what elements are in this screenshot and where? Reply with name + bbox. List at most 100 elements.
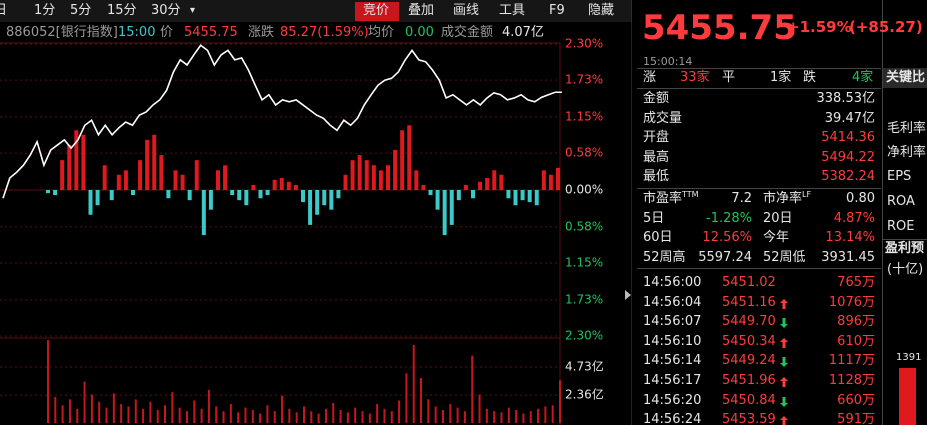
- rule: [637, 88, 881, 89]
- ratio-value: 3931.45: [821, 249, 875, 265]
- diff-bar: [541, 170, 546, 190]
- y-tick-label: 1.73%: [565, 292, 603, 306]
- ratio-label: 20日: [763, 210, 793, 226]
- side-header[interactable]: 关键比: [886, 70, 926, 85]
- diff-bar: [471, 190, 475, 199]
- tool-tab[interactable]: 画线: [453, 3, 480, 18]
- ratio-value: 0.80: [846, 191, 875, 206]
- volume-bar: [324, 408, 327, 423]
- diff-bar: [548, 174, 553, 190]
- stat-label: 金额: [643, 91, 670, 106]
- volume-bar: [485, 408, 488, 423]
- diff-bar: [123, 170, 128, 190]
- period-tab[interactable]: 15分: [107, 3, 137, 18]
- trade-volume: 591万: [837, 412, 875, 425]
- arrow-shape: [780, 416, 788, 425]
- diff-bar: [60, 160, 65, 190]
- diff-bar: [53, 190, 58, 196]
- diff-bar: [116, 174, 121, 190]
- volume-bar: [456, 407, 459, 423]
- trade-arrow: [780, 396, 788, 407]
- diff-bar: [293, 184, 298, 190]
- breadth-value: 1家: [770, 70, 792, 85]
- y-tick-label: 0.58%: [565, 146, 603, 160]
- side-item: EPS: [887, 169, 912, 184]
- y-tick-label: 0.00%: [565, 183, 603, 197]
- trade-volume: 610万: [837, 333, 875, 349]
- tool-tab[interactable]: 隐藏: [588, 3, 615, 18]
- diff-bar: [371, 165, 376, 190]
- diff-bar: [301, 190, 305, 203]
- volume-bar: [412, 344, 415, 423]
- label: 成交金额: [441, 25, 494, 40]
- breadth-label: 跌: [803, 70, 817, 85]
- active-tab-bg: [355, 2, 399, 21]
- trade-time: 14:56:07: [643, 314, 702, 330]
- trade-volume: 1117万: [828, 353, 875, 369]
- trade-arrow: [780, 337, 788, 348]
- volume-bar: [420, 378, 423, 423]
- diff-bar: [386, 165, 390, 190]
- diff-bar: [428, 190, 433, 196]
- volume-bar: [164, 405, 167, 423]
- volume-bar: [281, 395, 284, 423]
- diff-bar: [350, 160, 355, 190]
- period-tab[interactable]: 1分: [34, 3, 56, 18]
- side-bar: [899, 368, 916, 425]
- trade-price: 5451.02: [722, 275, 776, 290]
- diff-bar: [187, 190, 192, 201]
- diff-bar: [88, 190, 93, 215]
- volume-bar: [193, 400, 196, 423]
- volume-bar: [376, 404, 379, 423]
- dropdown[interactable]: ▾: [190, 5, 196, 16]
- volume-bar: [259, 413, 262, 423]
- volume-bar: [105, 407, 108, 423]
- side-unit: (十亿): [887, 262, 924, 277]
- y-tick-label: 1.15%: [565, 256, 603, 270]
- diff-bar: [421, 184, 426, 190]
- trade-volume: 1128万: [828, 373, 875, 388]
- diff-bar: [95, 190, 100, 206]
- volume-bar: [207, 389, 210, 423]
- arrow-shape: [780, 318, 788, 329]
- diff-bar: [378, 170, 383, 190]
- volume-bar: [237, 412, 240, 423]
- diff-bar: [251, 184, 256, 190]
- period-tab[interactable]: 5分: [70, 3, 92, 18]
- collapse-arrow[interactable]: [625, 290, 631, 300]
- volume-bar: [90, 394, 93, 423]
- toolbar: [0, 0, 632, 22]
- volume-bar: [434, 406, 437, 423]
- rule: [637, 188, 881, 189]
- period-tab[interactable]: 日: [0, 3, 8, 18]
- diff-bar: [364, 160, 369, 190]
- period-tab[interactable]: 30分: [151, 3, 181, 18]
- tool-tab[interactable]: 竞价: [363, 3, 390, 18]
- tool-tab[interactable]: F9: [549, 3, 565, 18]
- stat-label: 最低: [643, 169, 670, 184]
- trade-time: 14:56:00: [643, 275, 702, 290]
- diff-bar: [393, 150, 398, 190]
- diff-bar: [244, 190, 249, 206]
- stat-value: 5494.22: [821, 149, 875, 165]
- tool-tab[interactable]: 工具: [499, 3, 526, 18]
- volume-bar: [112, 393, 115, 423]
- trade-volume: 660万: [837, 392, 875, 408]
- volume-bar: [515, 409, 518, 423]
- diff-bar: [357, 155, 362, 190]
- volume-bar: [142, 408, 145, 423]
- y-tick-label: 1.15%: [565, 110, 603, 124]
- label: 价: [160, 25, 174, 40]
- diff-bar: [46, 190, 50, 194]
- change: 85.27(1.59%): [280, 25, 369, 40]
- y-tick-label: 2.30%: [565, 329, 603, 343]
- side-item: 净利率: [887, 145, 927, 160]
- side-forecast[interactable]: 盈利预: [885, 241, 925, 256]
- breadth-value: 4家: [852, 70, 874, 85]
- volume-bar: [368, 413, 371, 423]
- diff-bar: [456, 190, 461, 201]
- diff-bar: [102, 165, 107, 190]
- change: (+85.27): [849, 18, 923, 36]
- tool-tab[interactable]: 叠加: [408, 3, 435, 18]
- diff-bar: [272, 179, 277, 190]
